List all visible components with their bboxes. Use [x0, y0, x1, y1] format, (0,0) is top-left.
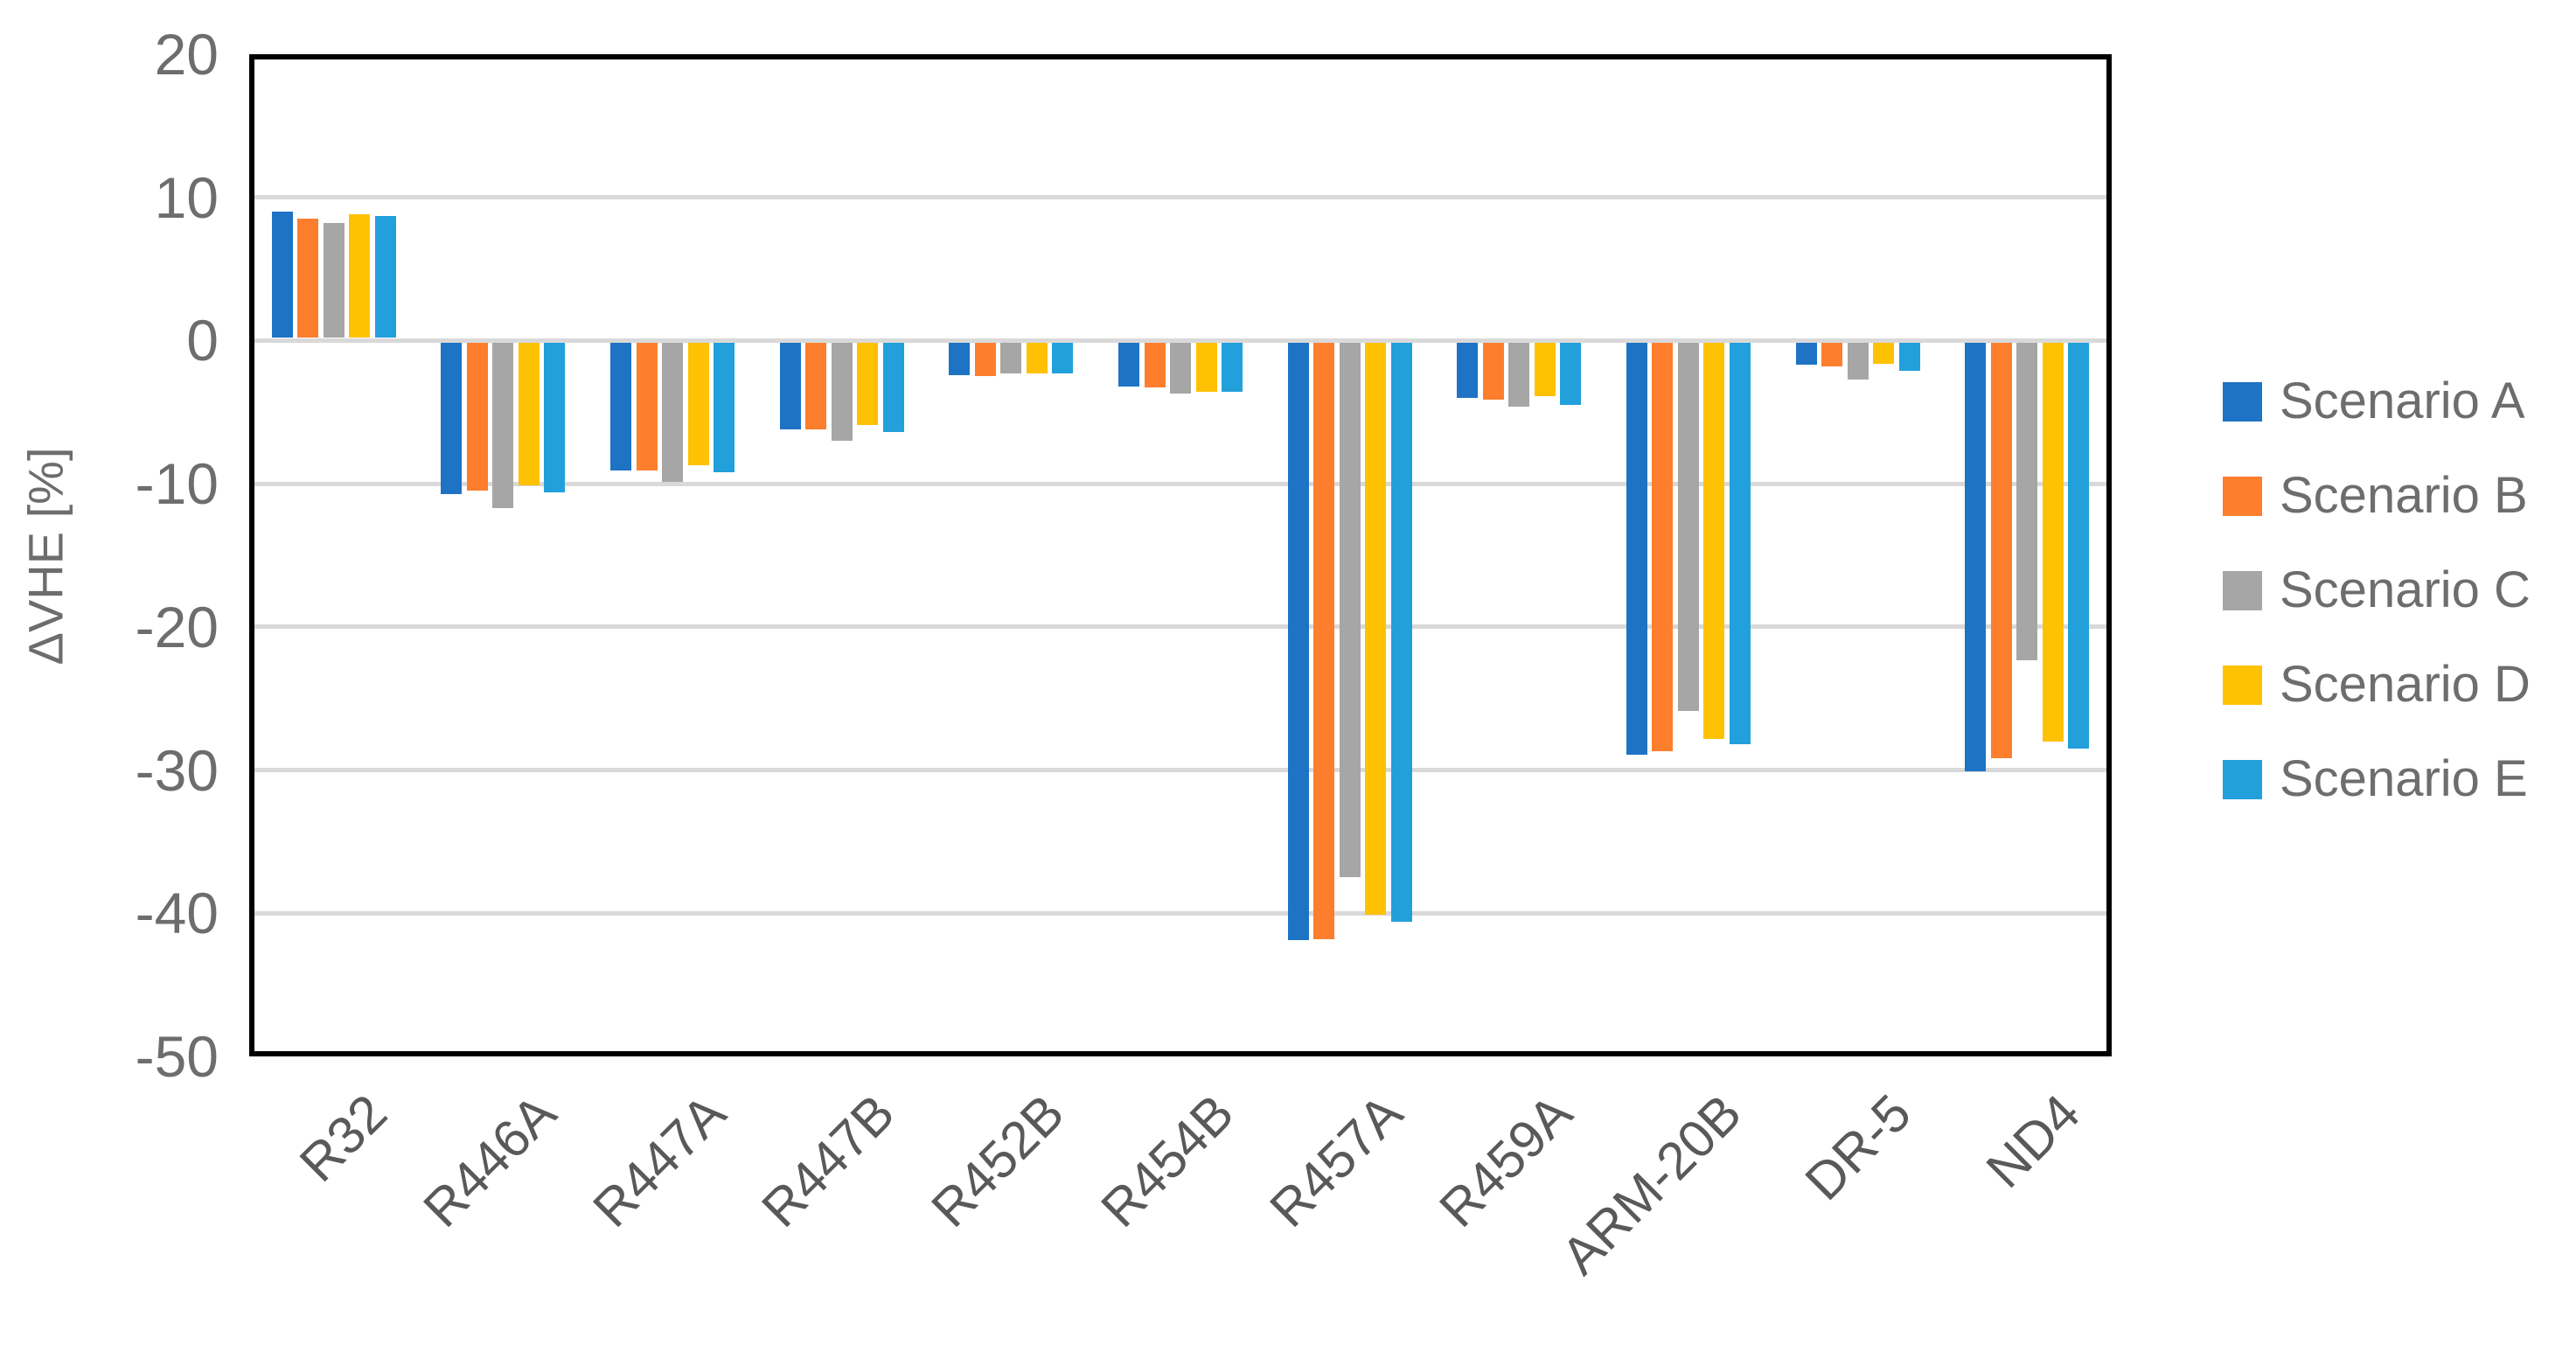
bar-scenario-e-r447a [714, 343, 735, 473]
bar-scenario-c-r454b [1170, 343, 1191, 394]
bar-scenario-a-nd4 [1965, 343, 1987, 772]
bar-scenario-a-r447a [610, 343, 632, 471]
bar-scenario-e-r452b [1052, 343, 1074, 374]
bar-scenario-c-dr-5 [1847, 343, 1869, 380]
bar-scenario-c-r447a [662, 343, 684, 483]
legend-item-scenario-e: Scenario E [2223, 750, 2531, 807]
legend-item-scenario-b: Scenario B [2223, 467, 2531, 524]
bar-scenario-d-arm-20b [1703, 343, 1725, 739]
bar-scenario-b-dr-5 [1821, 343, 1843, 366]
x-category-label: R32 [288, 1083, 398, 1193]
bar-scenario-d-r457a [1365, 343, 1387, 915]
bar-scenario-c-r446a [492, 343, 514, 508]
legend-label: Scenario C [2280, 561, 2531, 618]
bar-scenario-a-r452b [949, 343, 971, 375]
bar-scenario-d-r447b [857, 343, 879, 425]
y-tick-label: -20 [135, 594, 219, 659]
bar-scenario-c-r447b [831, 343, 853, 442]
x-category-label: R446A [412, 1083, 567, 1238]
bar-scenario-d-r447a [687, 343, 709, 465]
bar-scenario-b-r447a [636, 343, 658, 471]
x-category-label: R459A [1428, 1083, 1584, 1238]
bar-scenario-c-r452b [1000, 343, 1022, 374]
bar-scenario-b-nd4 [1990, 343, 2012, 759]
bar-scenario-a-r32 [271, 212, 293, 338]
x-category-label: R447B [750, 1083, 906, 1238]
y-tick-label: -40 [135, 881, 219, 946]
bar-scenario-c-r459a [1508, 343, 1530, 407]
bar-scenario-e-r446a [544, 343, 566, 492]
bar-scenario-e-dr-5 [1898, 343, 1920, 371]
y-tick-label: 20 [154, 22, 219, 87]
plot-area [249, 54, 2112, 1056]
x-category-label: ND4 [1975, 1083, 2092, 1199]
bar-scenario-d-r32 [349, 214, 371, 338]
gridline [254, 910, 2106, 916]
bar-scenario-c-nd4 [2016, 343, 2038, 660]
legend-item-scenario-c: Scenario C [2223, 561, 2531, 618]
bar-scenario-d-r446a [518, 343, 540, 485]
legend-swatch [2223, 570, 2262, 610]
y-tick-label: -30 [135, 737, 219, 803]
x-category-label: ARM-20B [1549, 1083, 1752, 1286]
bar-scenario-e-arm-20b [1729, 343, 1751, 745]
bar-scenario-b-r454b [1144, 343, 1166, 388]
bar-scenario-b-r446a [466, 343, 488, 491]
x-category-label: R447A [581, 1083, 737, 1238]
legend-item-scenario-a: Scenario A [2223, 373, 2531, 429]
bar-scenario-a-r447b [779, 343, 801, 429]
x-category-label: R452B [920, 1083, 1076, 1238]
bar-scenario-d-r452b [1026, 343, 1048, 374]
bar-scenario-d-nd4 [2042, 343, 2064, 742]
bar-scenario-a-r457a [1287, 343, 1309, 941]
legend-swatch [2223, 759, 2262, 799]
x-category-label: R454B [1089, 1083, 1245, 1238]
bar-scenario-b-r457a [1313, 343, 1335, 939]
x-category-label: DR-5 [1793, 1083, 1922, 1212]
bar-scenario-d-dr-5 [1873, 343, 1895, 364]
bar-scenario-c-r457a [1339, 343, 1361, 878]
legend-label: Scenario A [2280, 373, 2525, 429]
legend-item-scenario-d: Scenario D [2223, 656, 2531, 713]
bar-scenario-a-arm-20b [1626, 343, 1647, 755]
gridline [254, 481, 2106, 486]
bar-scenario-b-r32 [297, 219, 319, 338]
y-tick-label: -10 [135, 451, 219, 517]
bar-scenario-b-r459a [1482, 343, 1504, 400]
gridline [254, 768, 2106, 773]
legend-swatch [2223, 665, 2262, 705]
bar-scenario-b-arm-20b [1652, 343, 1674, 752]
bar-scenario-a-r459a [1457, 343, 1479, 398]
bar-scenario-b-r452b [974, 343, 996, 377]
bar-scenario-e-r32 [374, 215, 396, 338]
bar-scenario-e-r454b [1222, 343, 1243, 393]
y-tick-label: -50 [135, 1024, 219, 1089]
bar-scenario-e-r457a [1390, 343, 1412, 923]
bar-scenario-c-r32 [323, 223, 345, 338]
bar-scenario-e-nd4 [2068, 343, 2090, 749]
bar-scenario-a-r446a [441, 343, 463, 494]
bar-scenario-d-r454b [1195, 343, 1217, 393]
y-tick-label: 0 [186, 308, 219, 373]
bar-scenario-d-r459a [1534, 343, 1556, 397]
legend-label: Scenario E [2280, 750, 2528, 807]
legend-swatch [2223, 381, 2262, 422]
legend-label: Scenario D [2280, 656, 2531, 713]
bar-scenario-a-r454b [1118, 343, 1139, 387]
legend-label: Scenario B [2280, 467, 2528, 524]
legend-swatch [2223, 476, 2262, 516]
legend: Scenario A Scenario B Scenario C Scenario D… [2223, 373, 2531, 854]
gridline [254, 195, 2106, 200]
y-tick-label: 10 [154, 164, 219, 230]
bar-scenario-c-arm-20b [1677, 343, 1699, 712]
bar-scenario-e-r459a [1560, 343, 1582, 406]
x-category-label: R457A [1258, 1083, 1414, 1238]
bar-scenario-e-r447b [882, 343, 904, 433]
bar-scenario-a-dr-5 [1795, 343, 1817, 366]
gridline [254, 624, 2106, 630]
bar-scenario-b-r447b [805, 343, 827, 429]
gridline [254, 338, 2106, 343]
